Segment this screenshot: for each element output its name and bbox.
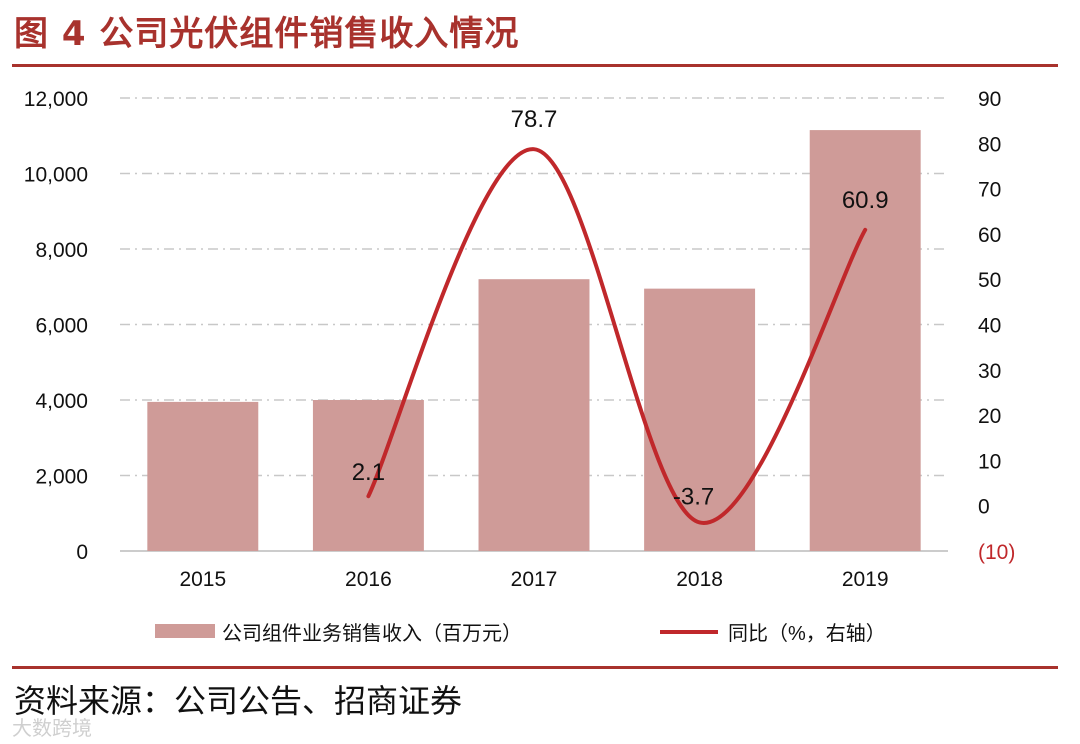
x-tick-2019: 2019 (842, 568, 889, 591)
right-tick-90: 90 (978, 88, 1001, 111)
bar-2017 (478, 279, 590, 551)
yoy-label-2017: 78.7 (511, 106, 558, 133)
right-tick-60: 60 (978, 224, 1001, 247)
left-tick-8,000: 8,000 (35, 239, 88, 262)
legend: 公司组件业务销售收入（百万元） 同比（%，右轴） (155, 622, 886, 645)
left-tick-2,000: 2,000 (35, 466, 88, 489)
left-tick-12,000: 12,000 (24, 88, 88, 111)
x-axis: 2015 2016 2017 2018 2019 (179, 568, 888, 591)
legend-line-label: 同比（%，右轴） (728, 622, 886, 645)
left-tick-0: 0 (76, 541, 88, 564)
footer-divider (12, 666, 1058, 669)
title-divider (12, 64, 1058, 67)
left-tick-10,000: 10,000 (24, 164, 88, 187)
left-tick-4,000: 4,000 (35, 390, 88, 413)
yoy-label-2019: 60.9 (842, 187, 889, 214)
data-labels: 2.1 78.7 -3.7 60.9 (352, 106, 889, 510)
legend-bar-label: 公司组件业务销售收入（百万元） (222, 622, 522, 645)
yoy-label-2018: -3.7 (673, 483, 714, 510)
right-axis: (10) 0 10 20 30 40 50 60 70 80 90 (978, 88, 1015, 564)
right-tick-40: 40 (978, 315, 1001, 338)
x-tick-2017: 2017 (511, 568, 558, 591)
bar-2019 (809, 130, 921, 551)
chart: 2.1 78.7 -3.7 60.9 0 2,000 4,000 6,000 8,000 10,… (24, 88, 1016, 645)
left-axis: 0 2,000 4,000 6,000 8,000 10,000 12,000 (24, 88, 88, 564)
x-tick-2018: 2018 (676, 568, 723, 591)
chart-title: 图 4 公司光伏组件销售收入情况 (14, 14, 520, 54)
right-tick-50: 50 (978, 269, 1001, 292)
x-tick-2016: 2016 (345, 568, 392, 591)
right-tick-80: 80 (978, 133, 1001, 156)
right-tick-20: 20 (978, 405, 1001, 428)
bar-series (147, 130, 921, 551)
bar-2016 (312, 400, 424, 551)
bar-2015 (147, 401, 259, 551)
yoy-line (366, 147, 868, 525)
yoy-label-2016: 2.1 (352, 459, 385, 486)
legend-bar-swatch (155, 624, 215, 638)
x-tick-2015: 2015 (179, 568, 226, 591)
right-tick-(10): (10) (978, 541, 1015, 564)
watermark: 大数跨境 (12, 716, 92, 740)
right-tick-70: 70 (978, 179, 1001, 202)
right-tick-30: 30 (978, 360, 1001, 383)
bar-2018 (644, 288, 756, 551)
left-tick-6,000: 6,000 (35, 315, 88, 338)
source-note: 资料来源：公司公告、招商证券 (14, 682, 463, 720)
right-tick-0: 0 (978, 496, 990, 519)
right-tick-10: 10 (978, 450, 1001, 473)
